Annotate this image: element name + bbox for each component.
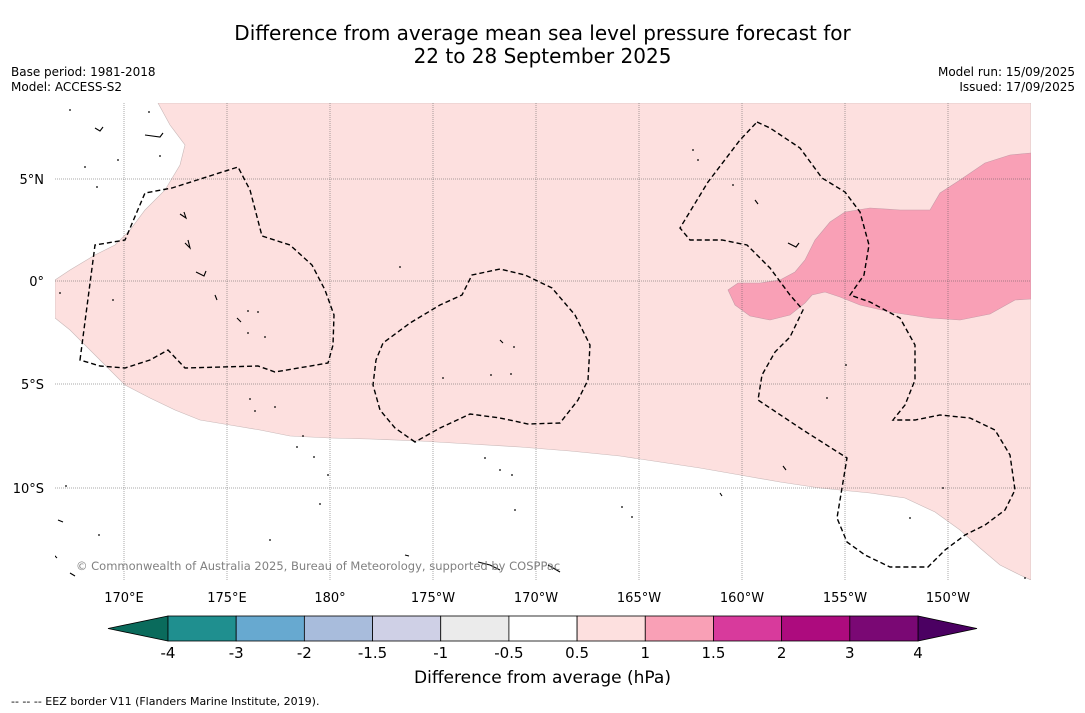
colorbar-tick-label: 4: [913, 644, 923, 662]
title-line-1: Difference from average mean sea level p…: [234, 21, 851, 45]
anomaly-region-medium: [727, 152, 1031, 321]
issued-date: Issued: 17/09/2025: [959, 80, 1075, 94]
latitude-label: 0°: [29, 275, 44, 290]
colorbar-swatch: [781, 615, 851, 642]
colorbar-swatch: [167, 615, 237, 642]
colorbar-swatch: [303, 615, 373, 642]
colorbar-swatch: [235, 615, 305, 642]
colorbar-swatch: [508, 615, 578, 642]
colorbar-swatch: [372, 615, 442, 642]
latitude-label: 5°S: [21, 378, 44, 393]
longitude-label: 180°: [314, 591, 345, 606]
colorbar-tick-label: 1: [640, 644, 650, 662]
colorbar-swatch: [713, 615, 783, 642]
right-metadata: Model run: 15/09/2025 Issued: 17/09/2025: [938, 65, 1075, 95]
colorbar-over-arrow: [917, 615, 978, 642]
model-run: Model run: 15/09/2025: [937, 65, 1075, 79]
colorbar: -4 -3 -2 -1.5 -1 -0.5 0.5 1 1.5 2 3 4: [107, 615, 978, 662]
map-area: [55, 103, 1031, 580]
latitude-label: 10°S: [13, 482, 44, 497]
latitude-label: 5°N: [20, 173, 45, 188]
eez-footnote: -- -- -- EEZ border V11 (Flanders Marine…: [11, 695, 320, 708]
copyright-notice: © Commonwealth of Australia 2025, Bureau…: [76, 559, 561, 573]
longitude-labels: 170°E 175°E 180° 175°W 170°W 165°W 160°W 155°W 1…: [104, 591, 970, 606]
colorbar-tick-label: 2: [777, 644, 787, 662]
longitude-label: 155°W: [823, 591, 867, 606]
left-metadata: Base period: 1981-2018 Model: ACCESS-S2: [11, 65, 156, 95]
islands: [55, 126, 800, 577]
colorbar-tick-label: -3: [229, 644, 244, 662]
colorbar-swatch: [849, 615, 919, 642]
longitude-label: 175°E: [207, 591, 247, 606]
base-period: Base period: 1981-2018: [11, 65, 156, 79]
longitude-label: 175°W: [411, 591, 455, 606]
map-title: Difference from average mean sea level p…: [0, 22, 1085, 68]
longitude-label: 160°W: [720, 591, 764, 606]
gridlines: [55, 103, 1031, 580]
colorbar-tick-label: -0.5: [494, 644, 523, 662]
colorbar-under-arrow: [107, 615, 169, 642]
colorbar-swatch: [440, 615, 510, 642]
colorbar-tick-label: 1.5: [702, 644, 726, 662]
colorbar-swatch: [644, 615, 714, 642]
longitude-label: 150°W: [926, 591, 970, 606]
longitude-label: 170°W: [514, 591, 558, 606]
title-line-2: 22 to 28 September 2025: [413, 44, 672, 68]
colorbar-tick-label: -1: [433, 644, 448, 662]
anomaly-region-light: [55, 103, 1031, 580]
latitude-labels: 5°N 0° 5°S 10°S: [13, 173, 44, 497]
colorbar-swatch: [576, 615, 646, 642]
colorbar-tick-label: -4: [161, 644, 176, 662]
colorbar-tick-label: -1.5: [358, 644, 387, 662]
longitude-label: 165°W: [617, 591, 661, 606]
colorbar-tick-label: -2: [297, 644, 312, 662]
eez-borders: [79, 121, 1016, 568]
longitude-label: 170°E: [104, 591, 144, 606]
colorbar-tick-label: 0.5: [565, 644, 589, 662]
colorbar-label: Difference from average (hPa): [414, 668, 671, 688]
colorbar-tick-label: 3: [845, 644, 855, 662]
model-name: Model: ACCESS-S2: [11, 80, 123, 94]
island-dots: [59, 109, 1026, 579]
